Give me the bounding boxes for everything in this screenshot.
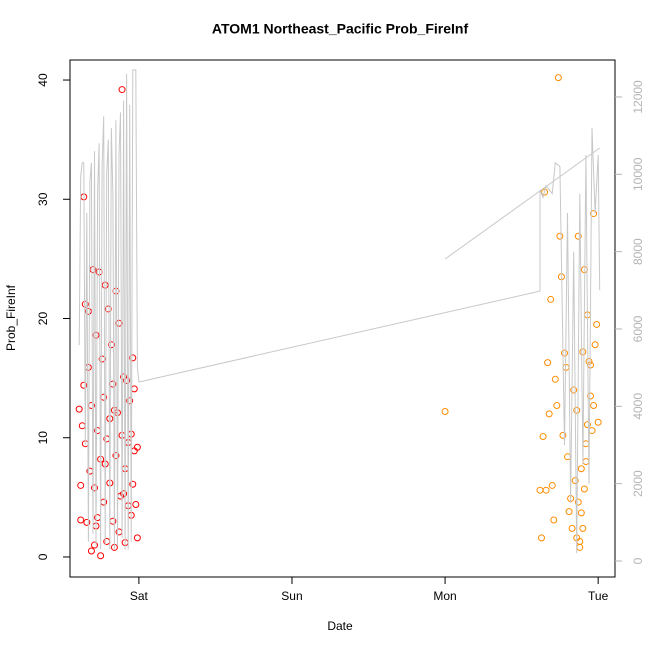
point: [90, 541, 98, 549]
point: [550, 516, 558, 524]
point: [115, 528, 123, 536]
x-tick-label: Sat: [130, 589, 149, 603]
point: [579, 524, 587, 532]
point: [559, 431, 567, 439]
point: [591, 341, 599, 349]
point: [112, 452, 120, 460]
point: [126, 397, 134, 405]
point: [544, 359, 552, 367]
point: [100, 393, 108, 401]
point: [132, 501, 140, 509]
point: [593, 320, 601, 328]
y2-tick-label: 10000: [631, 157, 645, 191]
y2-tick-label: 8000: [631, 238, 645, 265]
y-tick-label: 20: [36, 312, 50, 326]
point: [579, 348, 587, 356]
point: [571, 477, 579, 485]
point: [556, 232, 564, 240]
point: [582, 458, 590, 466]
point: [104, 305, 112, 313]
point: [129, 354, 137, 362]
point: [87, 402, 95, 410]
point: [577, 509, 585, 517]
point: [574, 498, 582, 506]
point: [554, 74, 562, 82]
point: [83, 518, 91, 526]
x-axis-label: Date: [327, 619, 353, 633]
point: [590, 402, 598, 410]
point: [97, 552, 105, 560]
point: [115, 319, 123, 327]
point: [98, 355, 106, 363]
point: [103, 537, 111, 545]
point: [583, 421, 591, 429]
point: [594, 418, 602, 426]
point: [576, 543, 584, 551]
plot-box: [69, 59, 616, 578]
point: [81, 300, 89, 308]
point: [80, 381, 88, 389]
y2-tick-label: 4000: [631, 393, 645, 420]
point: [545, 410, 553, 418]
y2-tick-label: 0: [631, 557, 645, 564]
point: [577, 465, 585, 473]
point: [123, 377, 131, 385]
point: [573, 406, 581, 414]
point: [87, 547, 95, 555]
x-tick-label: Tue: [588, 589, 609, 603]
chart-title: ATOM1 Northeast_Pacific Prob_FireInf: [212, 21, 469, 37]
point: [77, 516, 85, 524]
point: [129, 480, 137, 488]
point: [92, 331, 100, 339]
line: [78, 69, 601, 554]
y-tick-label: 30: [36, 192, 50, 206]
y-axis-label: Prob_FireInf: [4, 284, 18, 351]
x-tick-label: Mon: [433, 589, 456, 603]
point: [565, 508, 573, 516]
point: [539, 433, 547, 441]
y2-tick-label: 2000: [631, 470, 645, 497]
y-tick-label: 10: [36, 431, 50, 445]
y2-tick-label: 12000: [631, 80, 645, 114]
point: [118, 86, 126, 94]
point: [120, 490, 128, 498]
point: [548, 481, 556, 489]
point: [585, 357, 593, 365]
point: [553, 402, 561, 410]
point: [542, 486, 550, 494]
point: [107, 341, 115, 349]
point: [109, 380, 117, 388]
point: [570, 386, 578, 394]
point: [84, 307, 92, 315]
point: [541, 188, 549, 196]
point: [77, 481, 85, 489]
point: [587, 392, 595, 400]
y2-tick-label: 6000: [631, 315, 645, 342]
point: [90, 484, 98, 492]
y-tick-label: 0: [36, 553, 50, 560]
point: [133, 534, 141, 542]
point: [551, 375, 559, 383]
y-tick-label: 40: [36, 73, 50, 87]
point: [536, 486, 544, 494]
point: [568, 524, 576, 532]
point: [441, 408, 449, 416]
point: [547, 295, 555, 303]
point: [580, 485, 588, 493]
point: [78, 422, 86, 430]
point: [590, 210, 598, 218]
x-tick-label: Sun: [281, 589, 302, 603]
point: [101, 281, 109, 289]
point: [560, 349, 568, 357]
point: [574, 232, 582, 240]
point: [582, 440, 590, 448]
point: [133, 443, 141, 451]
point: [75, 405, 83, 413]
point: [538, 534, 546, 542]
